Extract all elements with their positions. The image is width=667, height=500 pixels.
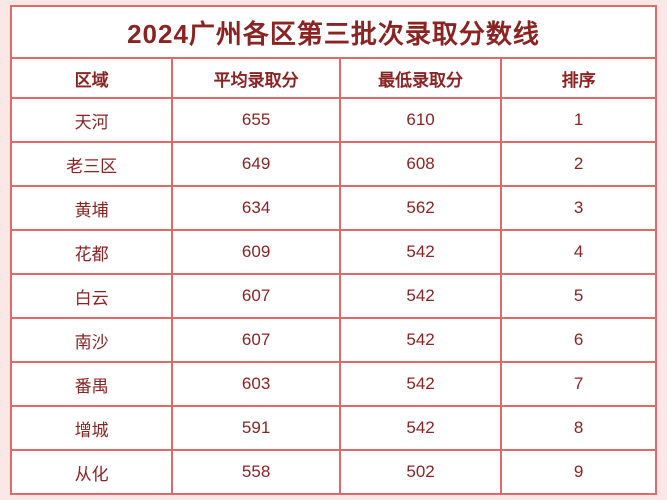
table-cell: 9 — [500, 449, 657, 495]
table-row: 南沙 607 542 6 — [9, 317, 657, 363]
table-row: 番禺 603 542 7 — [9, 361, 657, 407]
table-cell: 老三区 — [9, 141, 174, 187]
table-cell: 6 — [500, 317, 657, 363]
table-body: 天河 655 610 1 老三区 649 608 2 黄埔 634 562 3 花都 609 542 4 白云 6… — [9, 97, 657, 495]
table-cell: 610 — [338, 97, 503, 143]
column-header-row: 区域 平均录取分 最低录取分 排序 — [9, 57, 657, 99]
table-cell: 609 — [171, 229, 341, 275]
table-row: 花都 609 542 4 — [9, 229, 657, 275]
table-cell: 542 — [338, 361, 503, 407]
table-row: 白云 607 542 5 — [9, 273, 657, 319]
table-cell: 558 — [171, 449, 341, 495]
table-cell: 番禺 — [9, 361, 174, 407]
table-row: 天河 655 610 1 — [9, 97, 657, 143]
table-cell: 4 — [500, 229, 657, 275]
table-cell: 8 — [500, 405, 657, 451]
table-cell: 655 — [171, 97, 341, 143]
table-cell: 5 — [500, 273, 657, 319]
table-cell: 542 — [338, 405, 503, 451]
table-cell: 7 — [500, 361, 657, 407]
table-row: 增城 591 542 8 — [9, 405, 657, 451]
table-cell: 634 — [171, 185, 341, 231]
table-cell: 542 — [338, 273, 503, 319]
table-cell: 3 — [500, 185, 657, 231]
column-header-minimum-score: 最低录取分 — [338, 57, 503, 99]
title-row: 2024广州各区第三批次录取分数线 — [10, 5, 657, 59]
column-header-rank: 排序 — [500, 57, 657, 99]
column-header-region: 区域 — [9, 57, 174, 99]
table-cell: 白云 — [9, 273, 174, 319]
table-cell: 天河 — [9, 97, 174, 143]
table-cell: 603 — [171, 361, 341, 407]
table-cell: 南沙 — [9, 317, 174, 363]
table-cell: 607 — [171, 273, 341, 319]
table-cell: 591 — [171, 405, 341, 451]
column-header-average-score: 平均录取分 — [171, 57, 341, 99]
table-cell: 649 — [171, 141, 341, 187]
table-cell: 增城 — [9, 405, 174, 451]
table-cell: 607 — [171, 317, 341, 363]
table-cell: 608 — [338, 141, 503, 187]
table-cell: 542 — [338, 317, 503, 363]
table-title: 2024广州各区第三批次录取分数线 — [10, 5, 657, 59]
table-cell: 1 — [500, 97, 657, 143]
table-cell: 502 — [338, 449, 503, 495]
table-cell: 562 — [338, 185, 503, 231]
table-row: 老三区 649 608 2 — [9, 141, 657, 187]
table-cell: 2 — [500, 141, 657, 187]
table-cell: 黄埔 — [9, 185, 174, 231]
table-cell: 542 — [338, 229, 503, 275]
admission-score-table: 2024广州各区第三批次录取分数线 区域 平均录取分 最低录取分 排序 天河 65… — [9, 5, 657, 495]
table-cell: 花都 — [9, 229, 174, 275]
table-row: 从化 558 502 9 — [9, 449, 657, 495]
table-cell: 从化 — [9, 449, 174, 495]
table-row: 黄埔 634 562 3 — [9, 185, 657, 231]
